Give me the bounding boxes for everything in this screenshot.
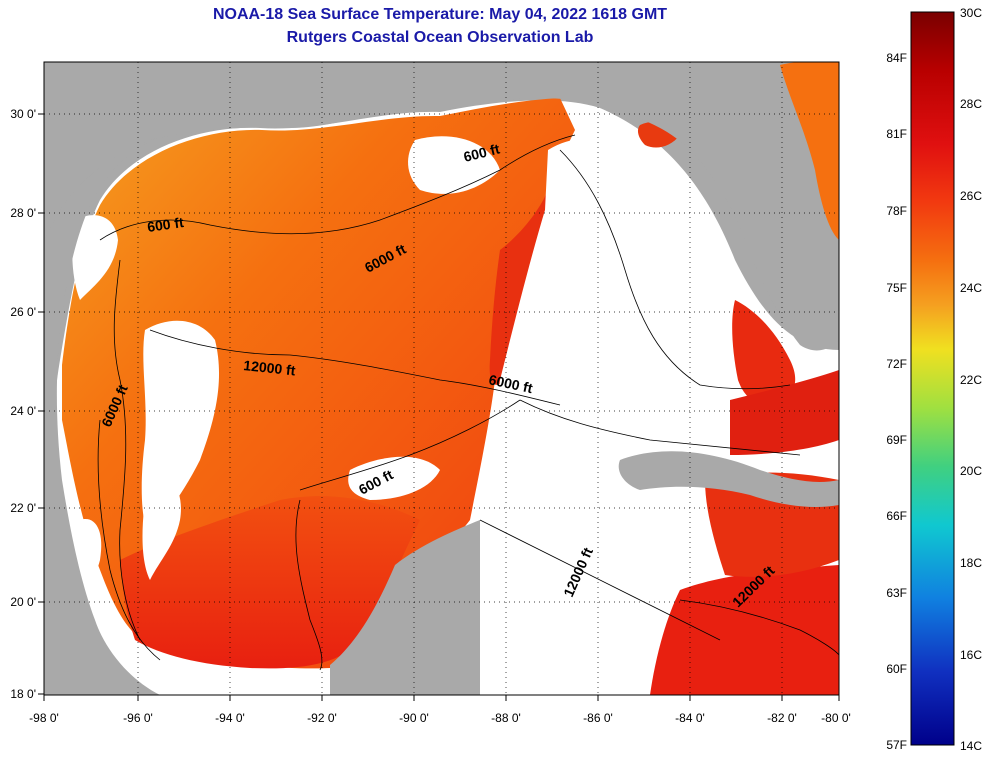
fahrenheit-label: 84F: [886, 51, 907, 65]
lon-label: -84 0': [675, 711, 705, 725]
fahrenheit-label: 78F: [886, 204, 907, 218]
lat-label: 30 0': [10, 107, 36, 121]
florida-land: [600, 62, 839, 351]
lon-label: -92 0': [307, 711, 337, 725]
graticule: [44, 62, 839, 695]
lon-label: -94 0': [215, 711, 245, 725]
cloud-gap: [408, 136, 500, 194]
celsius-label: 18C: [960, 556, 982, 570]
celsius-label: 30C: [960, 6, 982, 20]
us-land: [44, 62, 600, 240]
lon-label: -82 0': [767, 711, 797, 725]
lat-label: 26 0': [10, 305, 36, 319]
map-subtitle: Rutgers Coastal Ocean Observation Lab: [286, 29, 594, 46]
color-bar: [910, 11, 955, 746]
lon-label: -98 0': [29, 711, 59, 725]
contour-label-600ft-west: 600 ft: [146, 214, 185, 235]
sst-atlantic-coast: [780, 62, 839, 240]
bathymetry-contours: [97, 134, 839, 671]
mexico-land: [44, 62, 180, 695]
celsius-label: 20C: [960, 464, 982, 478]
lat-label: 24 0': [10, 404, 36, 418]
celsius-label: 26C: [960, 189, 982, 203]
map-title: NOAA-18 Sea Surface Temperature: May 04,…: [212, 6, 668, 23]
lat-label: 20 0': [10, 595, 36, 609]
celsius-label: 16C: [960, 648, 982, 662]
cloud-gap: [142, 470, 181, 580]
yucatan-land: [330, 520, 480, 695]
celsius-label: 14C: [960, 739, 982, 753]
sst-west-gulf: [62, 98, 575, 669]
fahrenheit-label: 66F: [886, 509, 907, 523]
lon-label: -90 0': [399, 711, 429, 725]
map-border: [43, 61, 840, 696]
celsius-label: 28C: [960, 97, 982, 111]
celsius-label: 24C: [960, 281, 982, 295]
sst-florida-shelf: [732, 300, 796, 404]
fahrenheit-label: 63F: [886, 586, 907, 600]
cuba-land: [618, 451, 839, 507]
sst-florida-keys: [730, 370, 839, 455]
lon-label: -96 0': [123, 711, 153, 725]
lat-label: 28 0': [10, 206, 36, 220]
lon-label: -86 0': [583, 711, 613, 725]
cloud-gap: [348, 456, 440, 500]
fahrenheit-label: 81F: [886, 127, 907, 141]
fahrenheit-label: 69F: [886, 433, 907, 447]
fahrenheit-label: 75F: [886, 281, 907, 295]
lat-label: 22 0': [10, 501, 36, 515]
contour-label-12000ft-central: 12000 ft: [243, 357, 297, 378]
lat-label: 18 0': [10, 687, 36, 701]
sst-bay-of-campeche: [120, 496, 420, 669]
lon-label: -80 0': [821, 711, 851, 725]
eastern-gulf-nodata: [480, 139, 740, 520]
celsius-label: 22C: [960, 373, 982, 387]
fahrenheit-label: 72F: [886, 357, 907, 371]
sst-caribbean: [650, 565, 839, 695]
axis-ticks: [38, 113, 840, 701]
sst-loop-current: [489, 190, 548, 385]
lon-label: -88 0': [491, 711, 521, 725]
fahrenheit-label: 60F: [886, 662, 907, 676]
fahrenheit-label: 57F: [886, 738, 907, 752]
